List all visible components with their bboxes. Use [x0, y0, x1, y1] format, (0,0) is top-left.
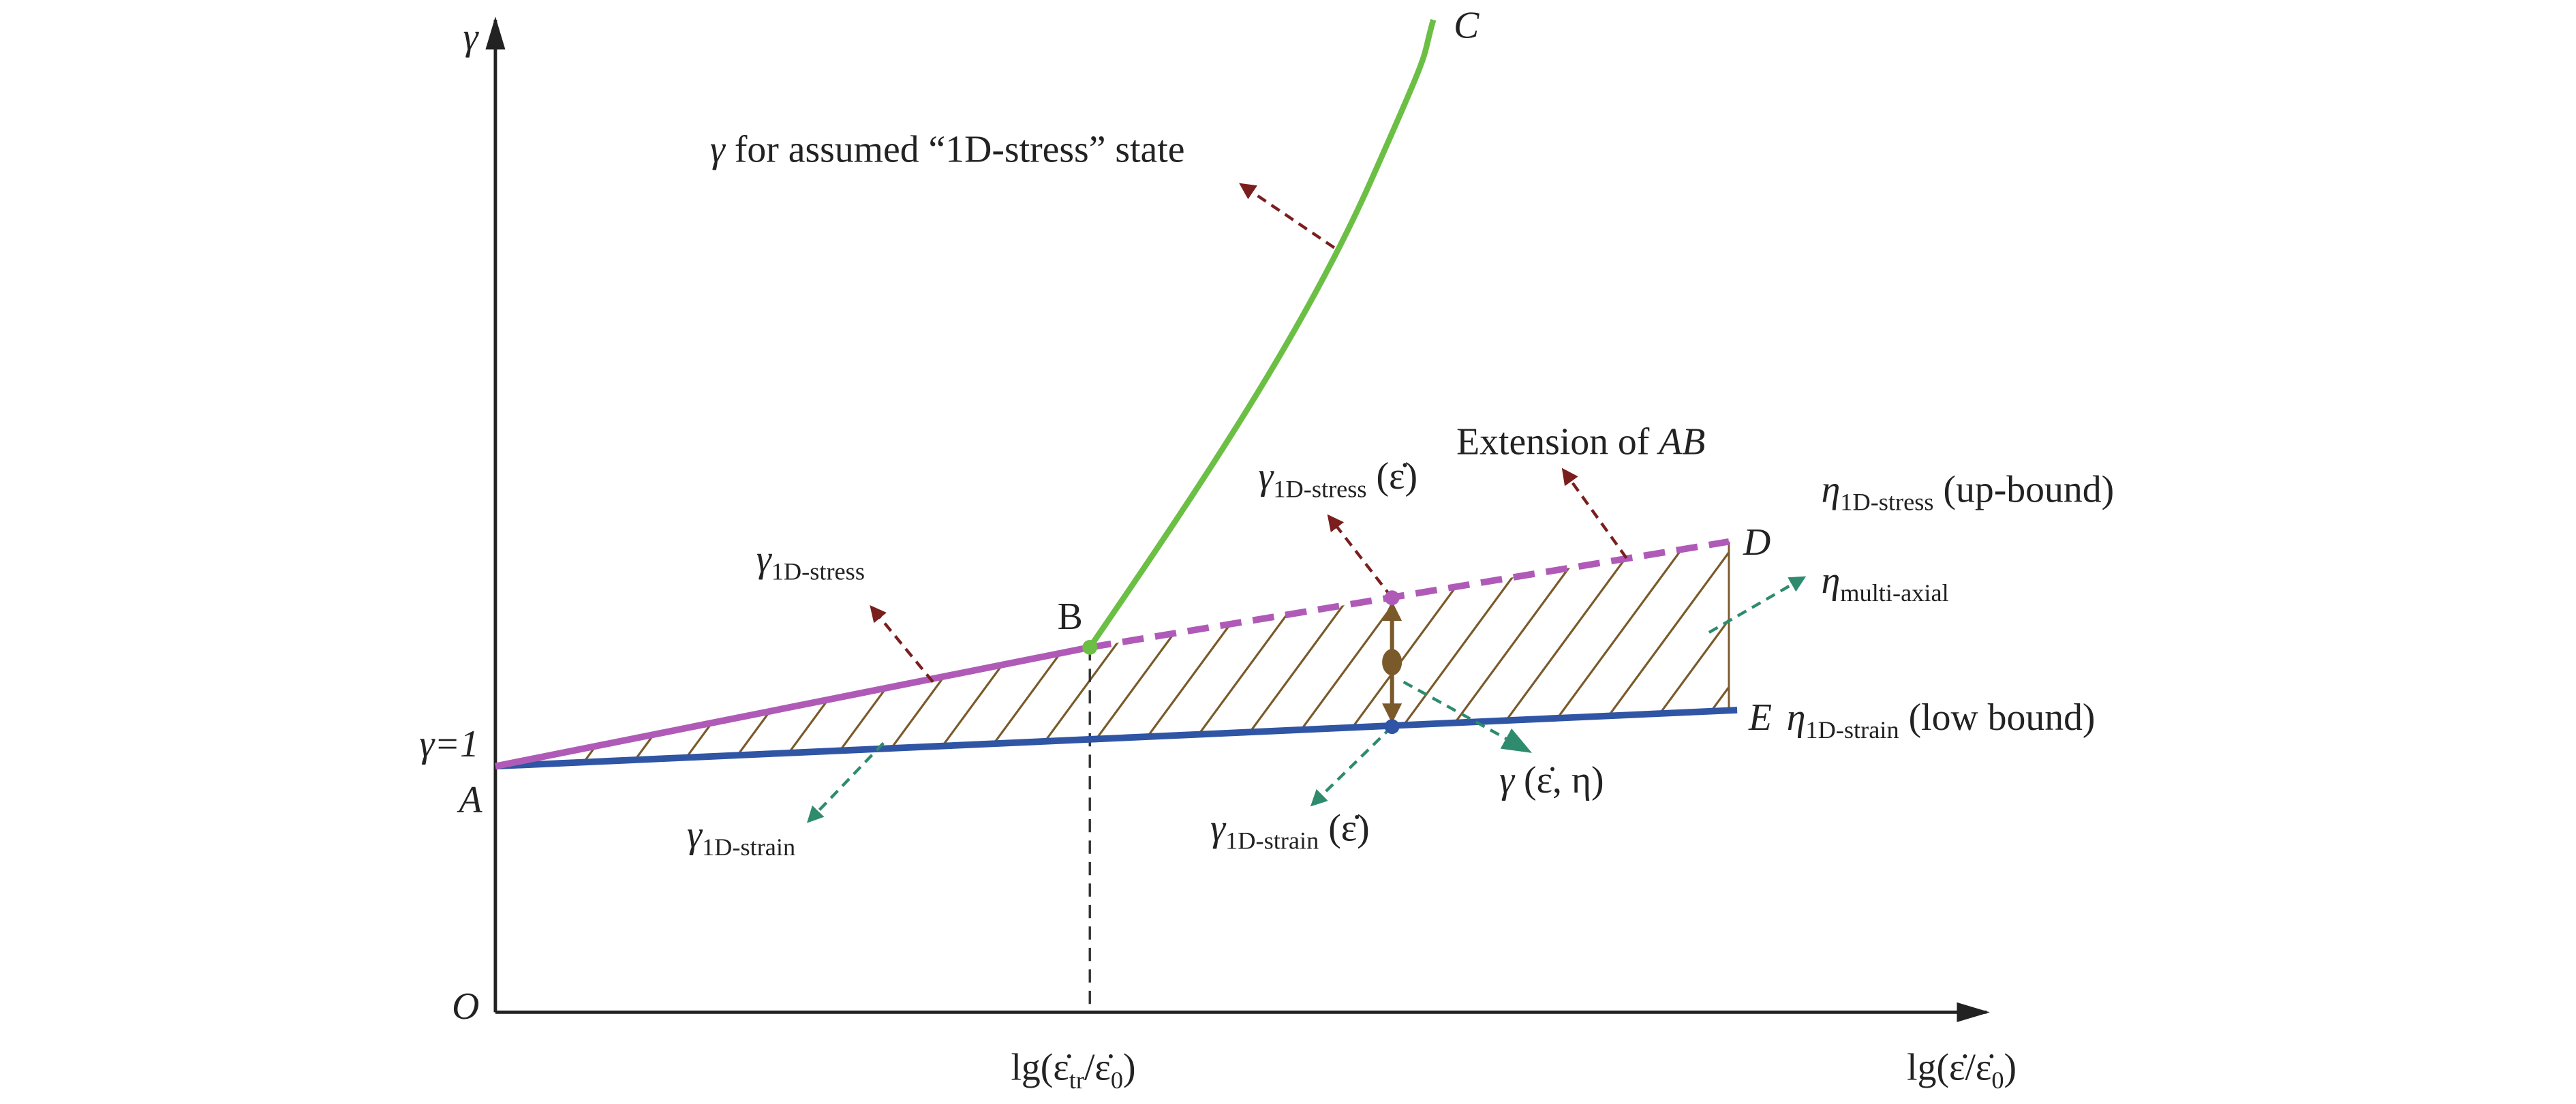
pointer [870, 604, 934, 684]
annotation-part: 1D-stress [771, 558, 865, 585]
annotation-part: η [1787, 696, 1806, 739]
annotation-part: 1D-stress [1840, 489, 1933, 516]
annotation-part: (ε̇, η) [1514, 759, 1604, 801]
point-label: B [1058, 596, 1083, 638]
x-axis-label-part: 0 [1991, 1067, 2004, 1094]
pointer [806, 741, 885, 823]
origin-label-part: O [452, 985, 479, 1028]
annotation: γ1D-strain (ε̇) [1210, 807, 1370, 854]
x-tick-label-part: lg(ε̇ [1011, 1047, 1071, 1089]
annotation-part: (ε̇) [1319, 807, 1369, 849]
state-point [1382, 649, 1402, 676]
hatch-line [1204, 541, 1413, 767]
point-label: D [1743, 521, 1770, 564]
pointer [1708, 576, 1807, 634]
annotation-part: 1D-strain [1225, 827, 1319, 854]
point-label: C [1454, 5, 1479, 47]
annotation-part: 1D-stress [1273, 475, 1366, 502]
annotation-part: γ [1499, 759, 1516, 801]
point-label-part: B [1058, 596, 1083, 638]
annotation-part: AB [1656, 420, 1705, 463]
annotation-part: η [1822, 559, 1841, 602]
point-b [1082, 639, 1098, 655]
x-tick-label-part: ) [1123, 1047, 1136, 1089]
annotation: η1D-strain (low bound) [1787, 696, 2096, 743]
x-axis-label: lg(ε̇/ε̇0) [1907, 1047, 2017, 1094]
annotation-part: γ [710, 128, 726, 170]
point-label: A [457, 779, 483, 821]
annotation-part: (low bound) [1899, 696, 2096, 739]
pointer [1561, 467, 1628, 559]
annotation: γ1D-stress [756, 538, 865, 585]
y-axis-label-part: γ [463, 16, 480, 59]
pointer [1402, 680, 1533, 753]
pointer [1310, 725, 1394, 807]
annotation: γ (ε̇, η) [1499, 759, 1604, 801]
stress-line [494, 644, 1091, 770]
annotation: γ for assumed “1D-stress” state [710, 128, 1185, 170]
annotation-part: Extension of [1456, 420, 1659, 463]
annotation-part: γ [1258, 455, 1274, 497]
pointer [1239, 183, 1336, 249]
annotation-part: (ε̇) [1367, 455, 1417, 497]
hatch-line [1006, 541, 1215, 767]
point [1384, 590, 1400, 606]
hatch-line [510, 541, 720, 767]
hatch-line [1501, 541, 1711, 767]
annotation-part: 1D-strain [702, 833, 795, 861]
low-bound-line [495, 707, 1738, 770]
annotation: Extension of AB [1456, 420, 1705, 463]
hatch-line [1601, 541, 1729, 767]
x-axis-label-part: ) [2004, 1047, 2017, 1089]
annotation: ηmulti-axial [1822, 559, 1949, 607]
hatch-line [1402, 541, 1611, 767]
hatch-line [1800, 512, 2006, 793]
annotation-part: for assumed “1D-stress” state [725, 128, 1185, 170]
annotation: η1D-stress (up-bound) [1822, 469, 2115, 516]
hatch-line [1154, 541, 1364, 767]
x-axis-label-part: lg(ε̇ [1907, 1047, 1967, 1089]
x-axis-label-part: /ε̇ [1965, 1047, 1993, 1089]
point-label-part: C [1454, 5, 1479, 47]
point-label-part: A [457, 779, 483, 821]
hatch-line [1700, 541, 1729, 767]
extension-line [1089, 538, 1730, 651]
hatch-line [1452, 541, 1661, 767]
annotation-part: γ [1210, 807, 1227, 849]
x-tick-label: lg(ε̇tr/ε̇0) [1011, 1047, 1135, 1094]
annotation-part: η [1822, 469, 1841, 511]
x-tick-label-part: tr [1069, 1067, 1084, 1094]
annotation-part: multi-axial [1840, 579, 1948, 607]
annotation: γ1D-strain [687, 814, 795, 861]
hatch-line [1303, 541, 1512, 767]
hatch-line [560, 541, 769, 767]
annotation-part: (up-bound) [1934, 469, 2115, 511]
x-tick-label-part: /ε̇ [1084, 1047, 1113, 1089]
point [1384, 719, 1400, 735]
hatch-line [907, 541, 1116, 767]
y-axis-label: γ [463, 16, 480, 59]
point-label-part: D [1743, 521, 1770, 564]
point-label: E [1748, 696, 1772, 739]
annotation: γ1D-stress (ε̇) [1258, 455, 1417, 502]
hatch-line [1105, 541, 1314, 767]
x-tick-label-part: 0 [1111, 1067, 1123, 1094]
hatch-line [1750, 512, 1957, 793]
gamma-one-label-part: γ=1 [419, 723, 478, 765]
annotation-part: 1D-strain [1805, 716, 1899, 743]
origin-label: O [452, 985, 479, 1028]
pointer [1327, 514, 1394, 599]
stress-curve [1087, 18, 1437, 649]
hatch-line [1353, 541, 1562, 767]
annotation-part: γ [756, 538, 773, 580]
gamma-one-label: γ=1 [419, 723, 478, 765]
point-label-part: E [1748, 696, 1772, 739]
annotation-part: γ [687, 814, 703, 856]
